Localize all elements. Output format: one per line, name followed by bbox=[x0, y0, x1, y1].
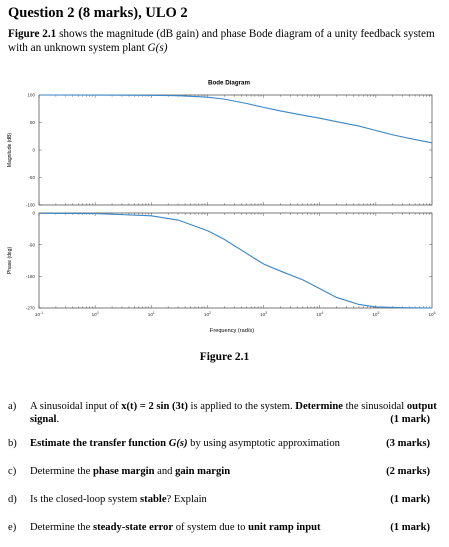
magnitude-y-tick-label: -50 bbox=[28, 175, 35, 180]
x-tick-label: 104 bbox=[316, 311, 323, 317]
question-item: e) Determine the steady-state error of sy… bbox=[8, 521, 440, 535]
question-text: A sinusoidal input of x(t) = 2 sin (3t) … bbox=[30, 400, 440, 426]
phase-y-tick-label: -270 bbox=[26, 306, 36, 311]
question-text-run: . bbox=[56, 414, 60, 425]
question-text-run: Determine the bbox=[30, 466, 93, 477]
question-item: d) Is the closed-loop system stable? Expl… bbox=[8, 493, 440, 507]
phase-plot-frame bbox=[38, 212, 433, 309]
question-text: Estimate the transfer function G(s) by u… bbox=[30, 437, 360, 450]
question-text-run: and bbox=[154, 466, 176, 477]
phase-y-tick-label: -180 bbox=[26, 274, 36, 279]
x-tick-label: 101 bbox=[148, 311, 155, 317]
x-tick-label: 102 bbox=[204, 311, 211, 317]
phase-y-tick-label: 0 bbox=[32, 211, 35, 216]
magnitude-y-tick-label: -100 bbox=[26, 203, 36, 208]
phase-series-line bbox=[38, 212, 433, 309]
intro-paragraph: Figure 2.1 shows the magnitude (dB gain)… bbox=[8, 27, 440, 55]
question-text: Determine the steady-state error of syst… bbox=[30, 521, 360, 534]
x-tick-label: 105 bbox=[372, 311, 379, 317]
question-text-run: Is the closed-loop system bbox=[30, 494, 141, 505]
question-label: e) bbox=[8, 522, 17, 533]
plant-symbol: G(s) bbox=[147, 42, 168, 54]
question-text: Determine the phase margin and gain marg… bbox=[30, 465, 360, 478]
magnitude-plot-frame bbox=[38, 94, 433, 206]
chart-title: Bode Diagram bbox=[208, 80, 250, 87]
question-marks: (2 marks) bbox=[386, 466, 430, 477]
question-label: d) bbox=[8, 494, 17, 505]
question-item: c) Determine the phase margin and gain ma… bbox=[8, 465, 440, 479]
question-text-run: output signal bbox=[30, 401, 437, 425]
question-text-run: Estimate the transfer function bbox=[30, 438, 169, 449]
magnitude-y-tick-label: 0 bbox=[32, 148, 35, 153]
x-tick-label: 100 bbox=[92, 311, 99, 317]
question-text-run: steady-state error bbox=[92, 522, 174, 533]
figure-reference: Figure 2.1 bbox=[8, 28, 57, 40]
question-text-run: G(s) bbox=[168, 438, 188, 449]
question-label: a) bbox=[8, 401, 17, 412]
phase-y-tick-label: -90 bbox=[28, 242, 35, 247]
x-axis-label: Frequency (rad/s) bbox=[210, 328, 254, 334]
question-marks: (3 marks) bbox=[386, 438, 430, 449]
question-text-run: ? Explain bbox=[166, 494, 207, 505]
question-text-run: gain margin bbox=[175, 466, 231, 477]
magnitude-y-tick-label: 50 bbox=[30, 120, 36, 125]
figure-caption: Figure 2.1 bbox=[199, 351, 250, 363]
bode-diagram: Bode Diagram 100 50 0 -50 -100 Magnitude (dB)… bbox=[7, 80, 436, 335]
question-marks: (1 mark) bbox=[390, 494, 430, 505]
question-item: a) A sinusoidal input of x(t) = 2 sin (3t… bbox=[8, 400, 440, 428]
question-text-run: the sinusoidal bbox=[342, 401, 407, 412]
question-text-run: Determine the bbox=[30, 522, 93, 533]
x-tick-label: 106 bbox=[428, 311, 435, 317]
magnitude-y-tick-label: 100 bbox=[27, 93, 35, 98]
phase-axis-label: Phase (deg) bbox=[7, 247, 13, 275]
question-text-run: is applied to the system. bbox=[187, 401, 296, 412]
x-tick-label: 103 bbox=[260, 311, 267, 317]
question-heading: Question 2 (8 marks), ULO 2 bbox=[8, 5, 188, 21]
question-text-run: stable bbox=[140, 494, 167, 505]
question-text-run: Determine bbox=[295, 401, 343, 412]
question-text: Is the closed-loop system stable? Explai… bbox=[30, 493, 360, 506]
magnitude-series-line bbox=[38, 94, 433, 144]
question-text-run: A sinusoidal input of bbox=[30, 401, 122, 412]
question-text-run: x(t) = 2 sin (3t) bbox=[121, 401, 188, 412]
question-marks: (1 mark) bbox=[390, 414, 430, 425]
question-item: b) Estimate the transfer function G(s) by… bbox=[8, 437, 440, 451]
question-text-run: unit ramp input bbox=[248, 522, 321, 533]
x-tick-label: 10-1 bbox=[35, 311, 43, 317]
magnitude-axis-label: Magnitude (dB) bbox=[7, 133, 13, 168]
intro-text: shows the magnitude (dB gain) and phase … bbox=[8, 28, 435, 54]
question-text-run: by using asymptotic approximation bbox=[187, 438, 340, 449]
question-text-run: phase margin bbox=[92, 466, 155, 477]
question-label: b) bbox=[8, 438, 17, 449]
question-marks: (1 mark) bbox=[390, 522, 430, 533]
question-text-run: of system due to bbox=[173, 522, 249, 533]
question-label: c) bbox=[8, 466, 17, 477]
